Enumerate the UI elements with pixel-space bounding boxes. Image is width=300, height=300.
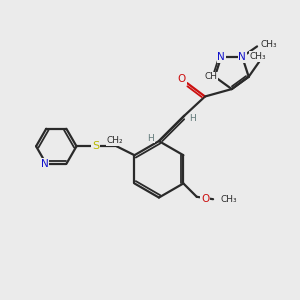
- Text: O: O: [178, 74, 186, 84]
- Text: N: N: [238, 52, 246, 62]
- Text: S: S: [92, 141, 99, 151]
- Text: CH₃: CH₃: [220, 195, 237, 204]
- Text: H: H: [147, 134, 154, 142]
- Text: CH₃: CH₃: [260, 40, 277, 49]
- Text: N: N: [41, 159, 49, 169]
- Text: CH: CH: [205, 72, 218, 81]
- Text: H: H: [189, 114, 196, 123]
- Text: N: N: [218, 52, 225, 62]
- Text: CH₃: CH₃: [249, 52, 266, 61]
- Text: O: O: [201, 194, 209, 204]
- Text: CH₂: CH₂: [107, 136, 124, 146]
